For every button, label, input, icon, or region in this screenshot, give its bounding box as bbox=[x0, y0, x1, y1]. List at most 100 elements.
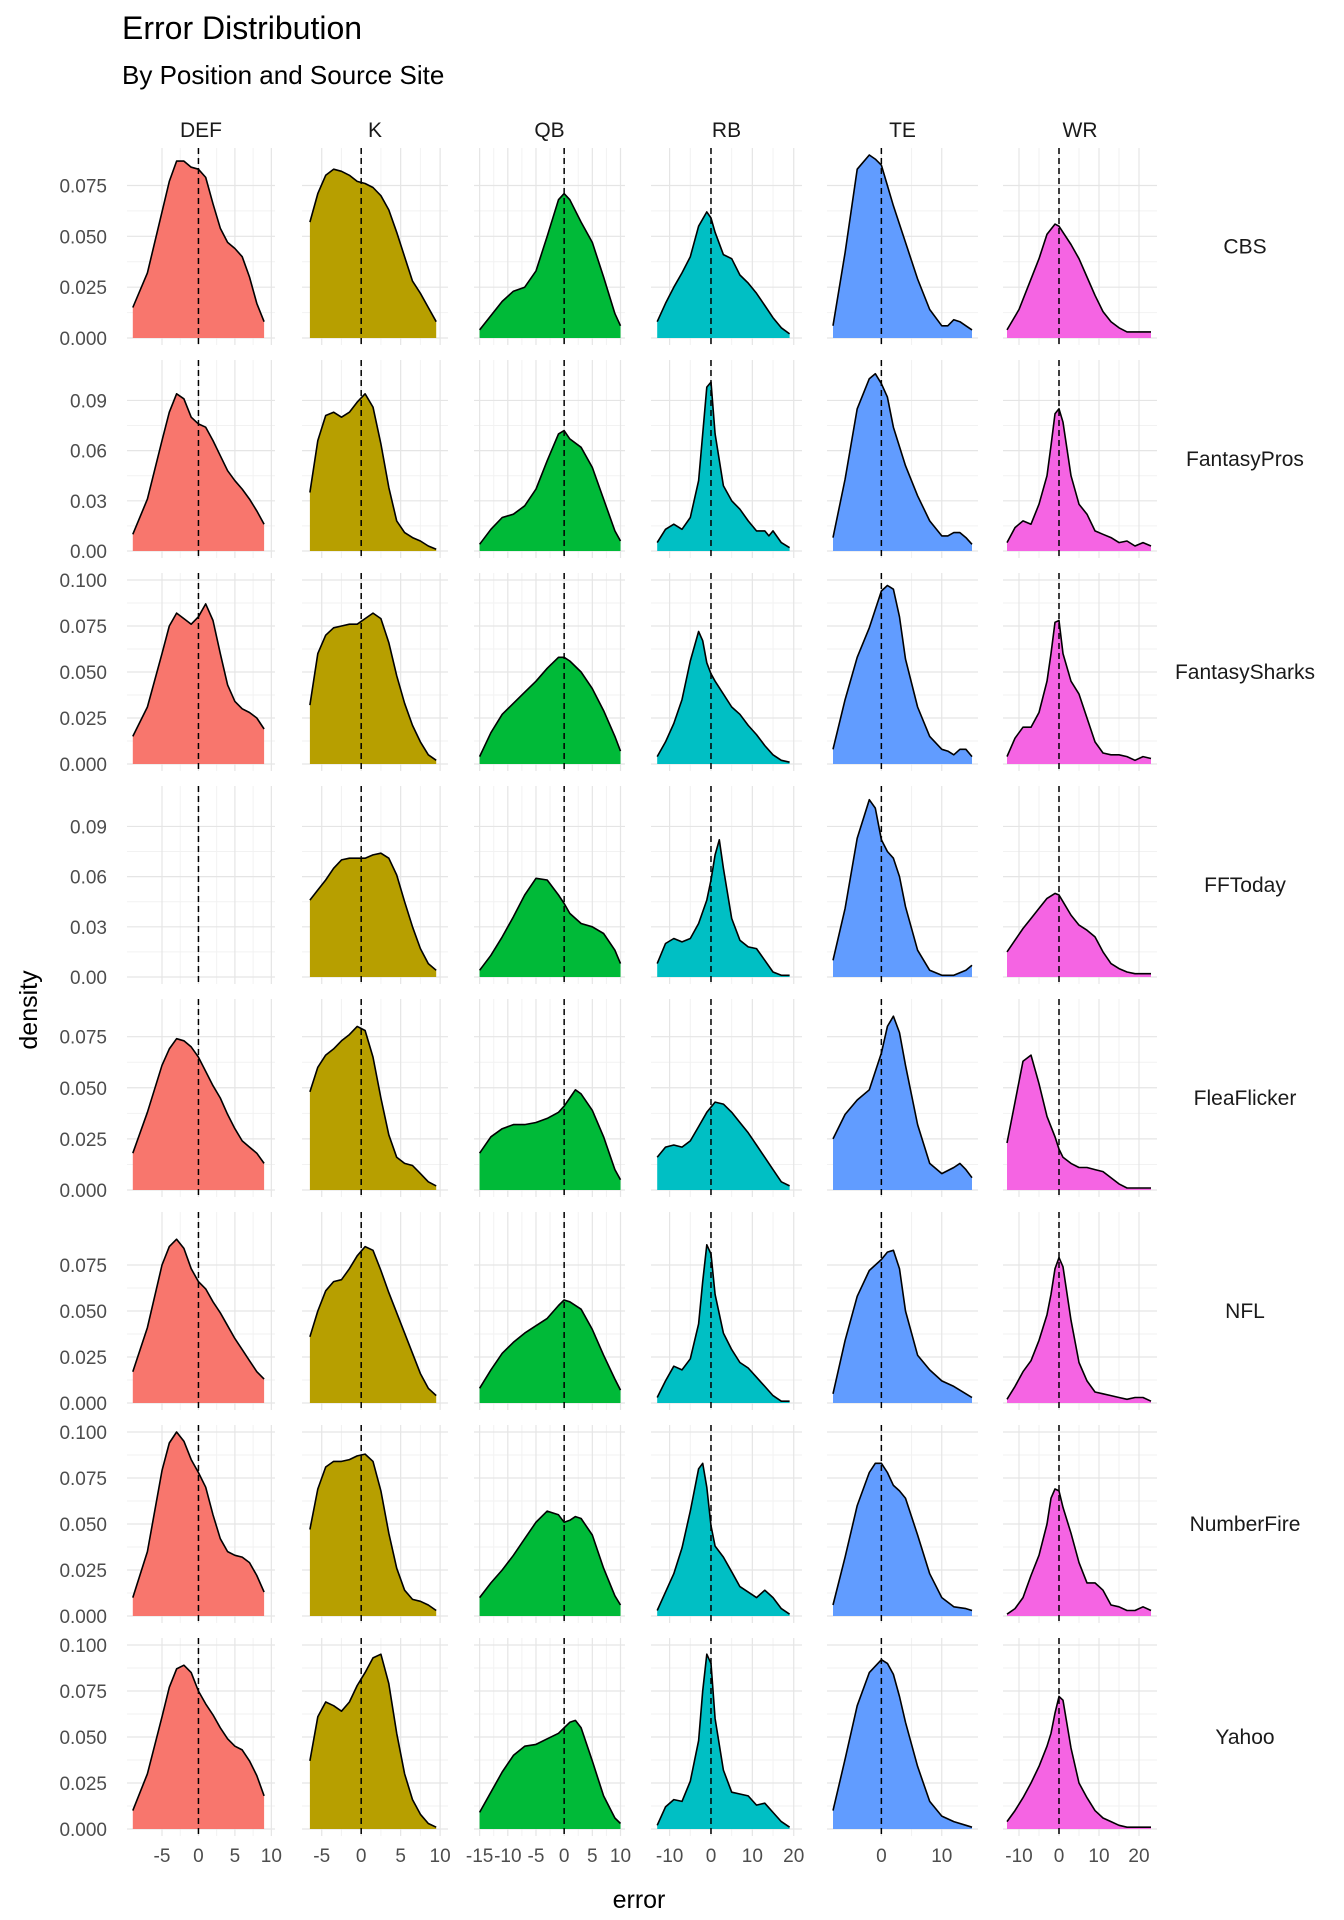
panel-fantasysharks-k bbox=[302, 573, 448, 771]
density-area-fleaflicker-te bbox=[833, 1016, 972, 1190]
facet-strip-numberfire: NumberFire bbox=[1190, 1513, 1301, 1536]
density-line-fleaflicker-def bbox=[132, 1037, 265, 1164]
density-line-yahoo-qb bbox=[478, 1719, 622, 1825]
density-line-fantasysharks-qb bbox=[478, 656, 622, 757]
panel-fleaflicker-def bbox=[127, 999, 275, 1197]
y-tick-label: 0.050 bbox=[59, 1079, 107, 1100]
density-area-yahoo-qb bbox=[479, 1720, 621, 1829]
x-tick-label: -5 bbox=[154, 1846, 171, 1867]
facet-strip-te: TE bbox=[889, 119, 916, 142]
density-area-fantasypros-qb bbox=[479, 430, 621, 551]
density-line-fftoday-qb bbox=[478, 877, 622, 971]
density-area-cbs-wr bbox=[1007, 224, 1151, 338]
density-area-nfl-wr bbox=[1007, 1257, 1151, 1403]
chart-subtitle: By Position and Source Site bbox=[122, 60, 444, 90]
panel-fftoday-rb bbox=[651, 786, 802, 984]
facet-strip-fftoday: FFToday bbox=[1204, 874, 1286, 897]
density-line-fantasypros-def bbox=[132, 393, 265, 535]
y-tick-label: 0.100 bbox=[59, 571, 107, 592]
panel-fantasysharks-wr bbox=[1003, 573, 1157, 771]
facet-strip-fleaflicker: FleaFlicker bbox=[1194, 1087, 1297, 1110]
panel-fftoday-k bbox=[302, 786, 448, 984]
y-tick-label: 0.000 bbox=[59, 755, 107, 776]
density-area-yahoo-rb bbox=[657, 1654, 790, 1829]
density-line-cbs-qb bbox=[478, 192, 622, 331]
panel-background bbox=[127, 786, 275, 984]
y-tick-label: 0.03 bbox=[70, 492, 107, 513]
density-area-fftoday-te bbox=[833, 799, 972, 977]
density-line-cbs-k bbox=[309, 168, 437, 323]
panel-nfl-k bbox=[302, 1212, 448, 1410]
panel-numberfire-def bbox=[127, 1425, 275, 1623]
y-tick-label: 0.050 bbox=[59, 1302, 107, 1323]
panel-fftoday-def bbox=[127, 786, 275, 984]
density-line-fftoday-rb bbox=[656, 839, 790, 977]
y-tick-label: 0.025 bbox=[59, 1561, 107, 1582]
panel-fleaflicker-qb bbox=[474, 999, 625, 1197]
density-line-fftoday-te bbox=[832, 798, 973, 977]
panel-fantasysharks-rb bbox=[651, 573, 802, 771]
panel-fleaflicker-te bbox=[827, 999, 978, 1197]
x-tick-label: 0 bbox=[559, 1846, 570, 1867]
panel-cbs-te bbox=[827, 148, 978, 345]
density-line-fleaflicker-k bbox=[309, 1025, 437, 1187]
density-line-fleaflicker-qb bbox=[478, 1089, 622, 1181]
y-tick-label: 0.100 bbox=[59, 1636, 107, 1657]
panel-nfl-wr bbox=[1003, 1212, 1157, 1410]
y-tick-label: 0.000 bbox=[59, 1607, 107, 1628]
density-area-numberfire-k bbox=[309, 1454, 437, 1616]
panel-cbs-qb bbox=[474, 148, 625, 345]
y-tick-label: 0.09 bbox=[70, 391, 107, 412]
density-area-fftoday-qb bbox=[479, 878, 621, 977]
y-tick-label: 0.06 bbox=[70, 868, 107, 889]
panel-fleaflicker-rb bbox=[651, 999, 802, 1197]
x-tick-label: 10 bbox=[430, 1846, 451, 1867]
density-line-fantasypros-k bbox=[309, 393, 437, 551]
panel-fftoday-te bbox=[827, 786, 978, 984]
density-line-fantasypros-wr bbox=[1006, 408, 1152, 547]
density-line-yahoo-def bbox=[132, 1664, 265, 1811]
panel-cbs-def bbox=[127, 148, 275, 345]
density-area-fantasypros-te bbox=[833, 373, 972, 551]
density-line-fantasypros-te bbox=[832, 372, 973, 545]
density-line-yahoo-te bbox=[832, 1658, 973, 1828]
panel-nfl-rb bbox=[651, 1212, 802, 1410]
density-line-numberfire-qb bbox=[478, 1510, 622, 1606]
y-tick-label: 0.000 bbox=[59, 329, 107, 350]
x-tick-label: 5 bbox=[230, 1846, 241, 1867]
density-line-fantasysharks-rb bbox=[656, 630, 790, 763]
y-tick-label: 0.075 bbox=[59, 177, 107, 198]
density-area-cbs-k bbox=[309, 169, 437, 338]
panel-fftoday-wr bbox=[1003, 786, 1157, 984]
y-tick-label: 0.025 bbox=[59, 1130, 107, 1151]
density-line-numberfire-def bbox=[132, 1431, 265, 1598]
panel-fantasypros-wr bbox=[1003, 360, 1157, 558]
x-tick-label: 0 bbox=[876, 1846, 887, 1867]
y-tick-label: 0.025 bbox=[59, 1348, 107, 1369]
y-tick-label: 0.025 bbox=[59, 709, 107, 730]
density-area-yahoo-wr bbox=[1007, 1696, 1151, 1829]
density-area-fantasysharks-wr bbox=[1007, 620, 1151, 764]
facet-strip-nfl: NFL bbox=[1225, 1300, 1265, 1323]
x-tick-label: -10 bbox=[1005, 1846, 1032, 1867]
density-line-fleaflicker-wr bbox=[1006, 1054, 1151, 1189]
density-area-nfl-te bbox=[833, 1250, 972, 1403]
density-area-fleaflicker-qb bbox=[479, 1089, 621, 1190]
density-area-nfl-qb bbox=[479, 1300, 621, 1403]
density-line-yahoo-k bbox=[309, 1653, 437, 1828]
x-tick-label: 0 bbox=[356, 1846, 367, 1867]
panel-numberfire-rb bbox=[651, 1425, 802, 1623]
density-line-fftoday-k bbox=[309, 852, 437, 971]
x-tick-label: 0 bbox=[193, 1846, 204, 1867]
density-area-numberfire-te bbox=[833, 1463, 972, 1616]
density-area-fftoday-k bbox=[309, 853, 437, 977]
density-line-nfl-rb bbox=[656, 1244, 790, 1402]
density-line-yahoo-wr bbox=[1006, 1695, 1151, 1828]
density-line-fantasypros-qb bbox=[478, 429, 622, 545]
x-tick-label: 10 bbox=[610, 1846, 631, 1867]
y-tick-label: 0.09 bbox=[70, 817, 107, 838]
panel-fleaflicker-wr bbox=[1003, 999, 1157, 1197]
facet-strip-k: K bbox=[368, 119, 382, 142]
density-area-numberfire-wr bbox=[1007, 1489, 1151, 1616]
